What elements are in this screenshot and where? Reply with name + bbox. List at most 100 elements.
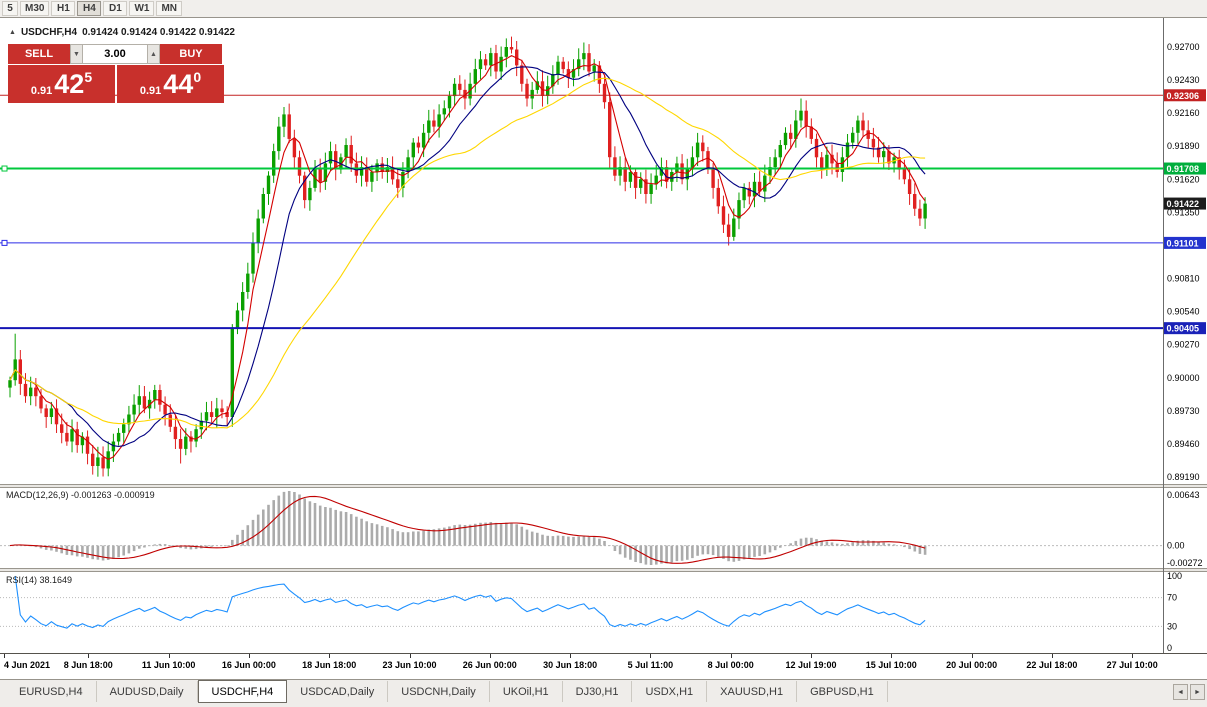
tab-scroll-buttons: ◄ ► bbox=[1173, 684, 1205, 700]
chart-tab-bar: EURUSD,H4 AUDUSD,Daily USDCHF,H4 USDCAD,Dai… bbox=[0, 679, 1207, 707]
timeframe-button-MN[interactable]: MN bbox=[156, 1, 183, 16]
tab-usdchf-h4[interactable]: USDCHF,H4 bbox=[197, 680, 288, 703]
price-badge bbox=[1164, 236, 1206, 249]
time-axis-label: 15 Jul 10:00 bbox=[865, 660, 917, 670]
tab-usdcad-daily[interactable]: USDCAD,Daily bbox=[287, 681, 389, 702]
sell-price-prefix: 0.91 bbox=[30, 85, 53, 97]
price-badge bbox=[1164, 322, 1206, 335]
tab-gbpusd-h1[interactable]: GBPUSD,H1 bbox=[797, 681, 888, 702]
lot-size-input[interactable] bbox=[83, 44, 147, 64]
tab-scroll-right-icon[interactable]: ► bbox=[1190, 684, 1205, 700]
price-axis-label: 0.91620 bbox=[1167, 174, 1200, 184]
macd-indicator-label: MACD(12,26,9) -0.001263 -0.000919 bbox=[6, 490, 155, 500]
price-axis-label: 0.90000 bbox=[1167, 373, 1200, 383]
chart-canvas[interactable]: 0.00643 0.00 -0.00272 100 70 30 0 0.92700 0.9243… bbox=[0, 18, 1207, 654]
time-axis-label: 8 Jul 00:00 bbox=[707, 660, 754, 670]
tab-audusd-daily[interactable]: AUDUSD,Daily bbox=[97, 681, 198, 702]
sell-price-superscript: 5 bbox=[84, 69, 93, 85]
timeframe-button-M30[interactable]: M30 bbox=[20, 1, 50, 16]
time-tick bbox=[4, 654, 5, 658]
price-axis-label: 0.92160 bbox=[1167, 108, 1200, 118]
svg-text:-0.00272: -0.00272 bbox=[1167, 558, 1203, 568]
time-axis-label: 27 Jul 10:00 bbox=[1106, 660, 1158, 670]
tab-scroll-left-icon[interactable]: ◄ bbox=[1173, 684, 1188, 700]
sell-price-button[interactable]: 0.91 42 5 bbox=[8, 65, 115, 103]
price-axis-label: 0.89190 bbox=[1167, 472, 1200, 482]
time-axis-label: 16 Jun 00:00 bbox=[221, 660, 276, 670]
rsi-line bbox=[14, 575, 926, 629]
timeframe-button-H1[interactable]: H1 bbox=[51, 1, 76, 16]
price-badge-value: 0.91101 bbox=[1167, 238, 1199, 248]
price-axis-label: 0.92430 bbox=[1167, 75, 1200, 85]
buy-price-superscript: 0 bbox=[193, 69, 202, 85]
tab-eurusd-h4[interactable]: EURUSD,H4 bbox=[6, 681, 97, 702]
ma-fast-line bbox=[9, 54, 926, 461]
time-tick bbox=[891, 654, 893, 658]
tab-usdx-h1[interactable]: USDX,H1 bbox=[632, 681, 708, 702]
price-axis-label: 0.90540 bbox=[1167, 307, 1200, 317]
price-badge-value: 0.90405 bbox=[1167, 324, 1200, 334]
price-axis-label: 0.91890 bbox=[1167, 141, 1200, 151]
time-axis-label: 5 Jul 11:00 bbox=[627, 660, 674, 670]
svg-text:30: 30 bbox=[1167, 621, 1177, 631]
time-tick bbox=[971, 654, 973, 658]
lot-increase-button[interactable]: ▲ bbox=[147, 44, 160, 64]
timeframe-button-D1[interactable]: D1 bbox=[103, 1, 128, 16]
lot-decrease-button[interactable]: ▼ bbox=[70, 44, 83, 64]
macd-signal-line bbox=[9, 495, 926, 564]
time-axis-label: 12 Jul 19:00 bbox=[785, 660, 837, 670]
time-tick bbox=[811, 654, 812, 658]
price-axis-label: 0.92700 bbox=[1167, 42, 1200, 52]
sell-button[interactable]: SELL bbox=[8, 44, 70, 64]
stepper-up-icon: ▲ bbox=[150, 50, 157, 58]
price-badge-value: 0.91708 bbox=[1167, 164, 1200, 174]
time-tick bbox=[1051, 654, 1053, 658]
collapse-one-click-icon[interactable]: ▲ bbox=[9, 29, 16, 36]
timeframe-button-H4[interactable]: H4 bbox=[77, 1, 102, 16]
time-axis-label: 26 Jun 00:00 bbox=[462, 660, 517, 670]
time-tick bbox=[650, 654, 652, 658]
price-badge bbox=[1164, 89, 1206, 102]
time-tick bbox=[88, 654, 90, 658]
timeframe-toolbar: 5 M30 H1 H4 D1 W1 MN bbox=[0, 0, 1207, 18]
buy-price-main: 44 bbox=[163, 69, 194, 99]
ma-slow-line bbox=[9, 77, 926, 429]
price-badge-value: 0.91422 bbox=[1167, 199, 1200, 209]
time-axis-label: 22 Jul 18:00 bbox=[1026, 660, 1078, 670]
time-tick bbox=[248, 654, 250, 658]
price-badge bbox=[1164, 162, 1206, 175]
price-axis-label: 0.91350 bbox=[1167, 207, 1200, 217]
svg-text:70: 70 bbox=[1167, 593, 1177, 603]
time-tick bbox=[168, 654, 170, 658]
price-badge-value: 0.92306 bbox=[1167, 91, 1200, 101]
tab-ukoil-h1[interactable]: UKOil,H1 bbox=[490, 681, 563, 702]
price-axis-label: 0.89730 bbox=[1167, 406, 1200, 416]
sell-price-main: 42 bbox=[54, 69, 85, 99]
timeframe-button-5[interactable]: 5 bbox=[2, 1, 18, 16]
tab-dj30-h1[interactable]: DJ30,H1 bbox=[563, 681, 633, 702]
buy-button[interactable]: BUY bbox=[160, 44, 222, 64]
price-axis-label: 0.90270 bbox=[1167, 340, 1200, 350]
timeframe-button-W1[interactable]: W1 bbox=[129, 1, 155, 16]
price-axis-label: 0.89460 bbox=[1167, 439, 1200, 449]
buy-price-button[interactable]: 0.91 44 0 bbox=[117, 65, 224, 103]
tab-usdcnh-daily[interactable]: USDCNH,Daily bbox=[388, 681, 490, 702]
time-axis-label: 20 Jul 00:00 bbox=[946, 660, 998, 670]
time-axis-label: 8 Jun 18:00 bbox=[63, 660, 113, 670]
line-handle[interactable] bbox=[1, 165, 8, 172]
time-axis[interactable]: 4 Jun 2021 8 Jun 18:00 11 Jun 10:00 16 Jun … bbox=[0, 654, 1207, 679]
chart-header: ▲ USDCHF,H4 0.91424 0.91424 0.91422 0.91… bbox=[9, 27, 235, 38]
time-tick bbox=[570, 654, 572, 658]
time-tick bbox=[730, 654, 732, 658]
line-handle[interactable] bbox=[1, 239, 8, 246]
rsi-indicator-label: RSI(14) 38.1649 bbox=[6, 575, 73, 585]
time-tick bbox=[329, 654, 331, 658]
tab-xauusd-h1[interactable]: XAUUSD,H1 bbox=[707, 681, 798, 702]
price-axis-label: 0.90810 bbox=[1167, 274, 1200, 284]
time-axis-label: 30 Jun 18:00 bbox=[543, 660, 598, 670]
ma-mid-line bbox=[9, 66, 926, 447]
time-tick bbox=[409, 654, 411, 658]
price-badge bbox=[1164, 197, 1206, 210]
